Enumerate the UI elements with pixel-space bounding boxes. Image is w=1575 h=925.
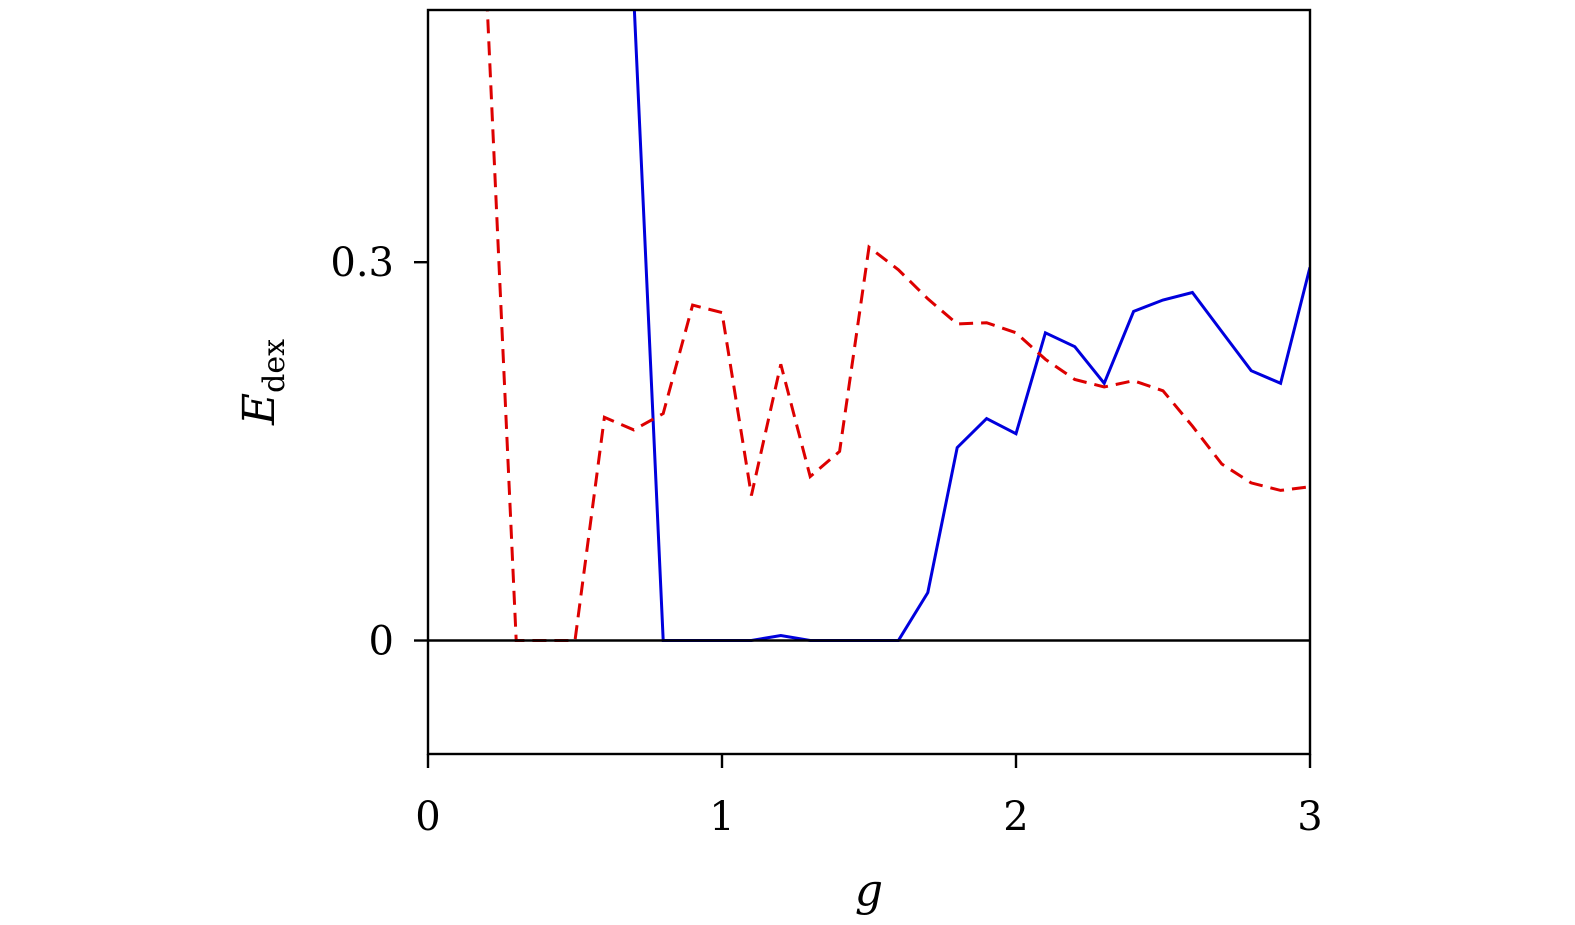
series-layer (485, 10, 1310, 642)
series-line-2 (485, 10, 1310, 642)
x-tick-label: 1 (709, 794, 734, 840)
y-axis-label-main: E (234, 393, 285, 426)
x-axis-ticks: 0 1 2 3 (415, 754, 1323, 840)
y-tick-label: 0.3 (330, 240, 394, 286)
series-line-1 (632, 10, 1310, 642)
x-axis-label: g (855, 865, 883, 916)
y-axis-ticks: 00.3 (330, 240, 428, 665)
x-tick-label: 0 (415, 794, 440, 840)
y-tick-label: 0 (369, 619, 394, 665)
plot-frame (426, 8, 1312, 756)
y-axis-label-subscript: dex (257, 339, 292, 393)
y-axis-label: Edex (234, 339, 292, 426)
x-tick-label: 2 (1003, 794, 1028, 840)
x-tick-label: 3 (1297, 794, 1322, 840)
